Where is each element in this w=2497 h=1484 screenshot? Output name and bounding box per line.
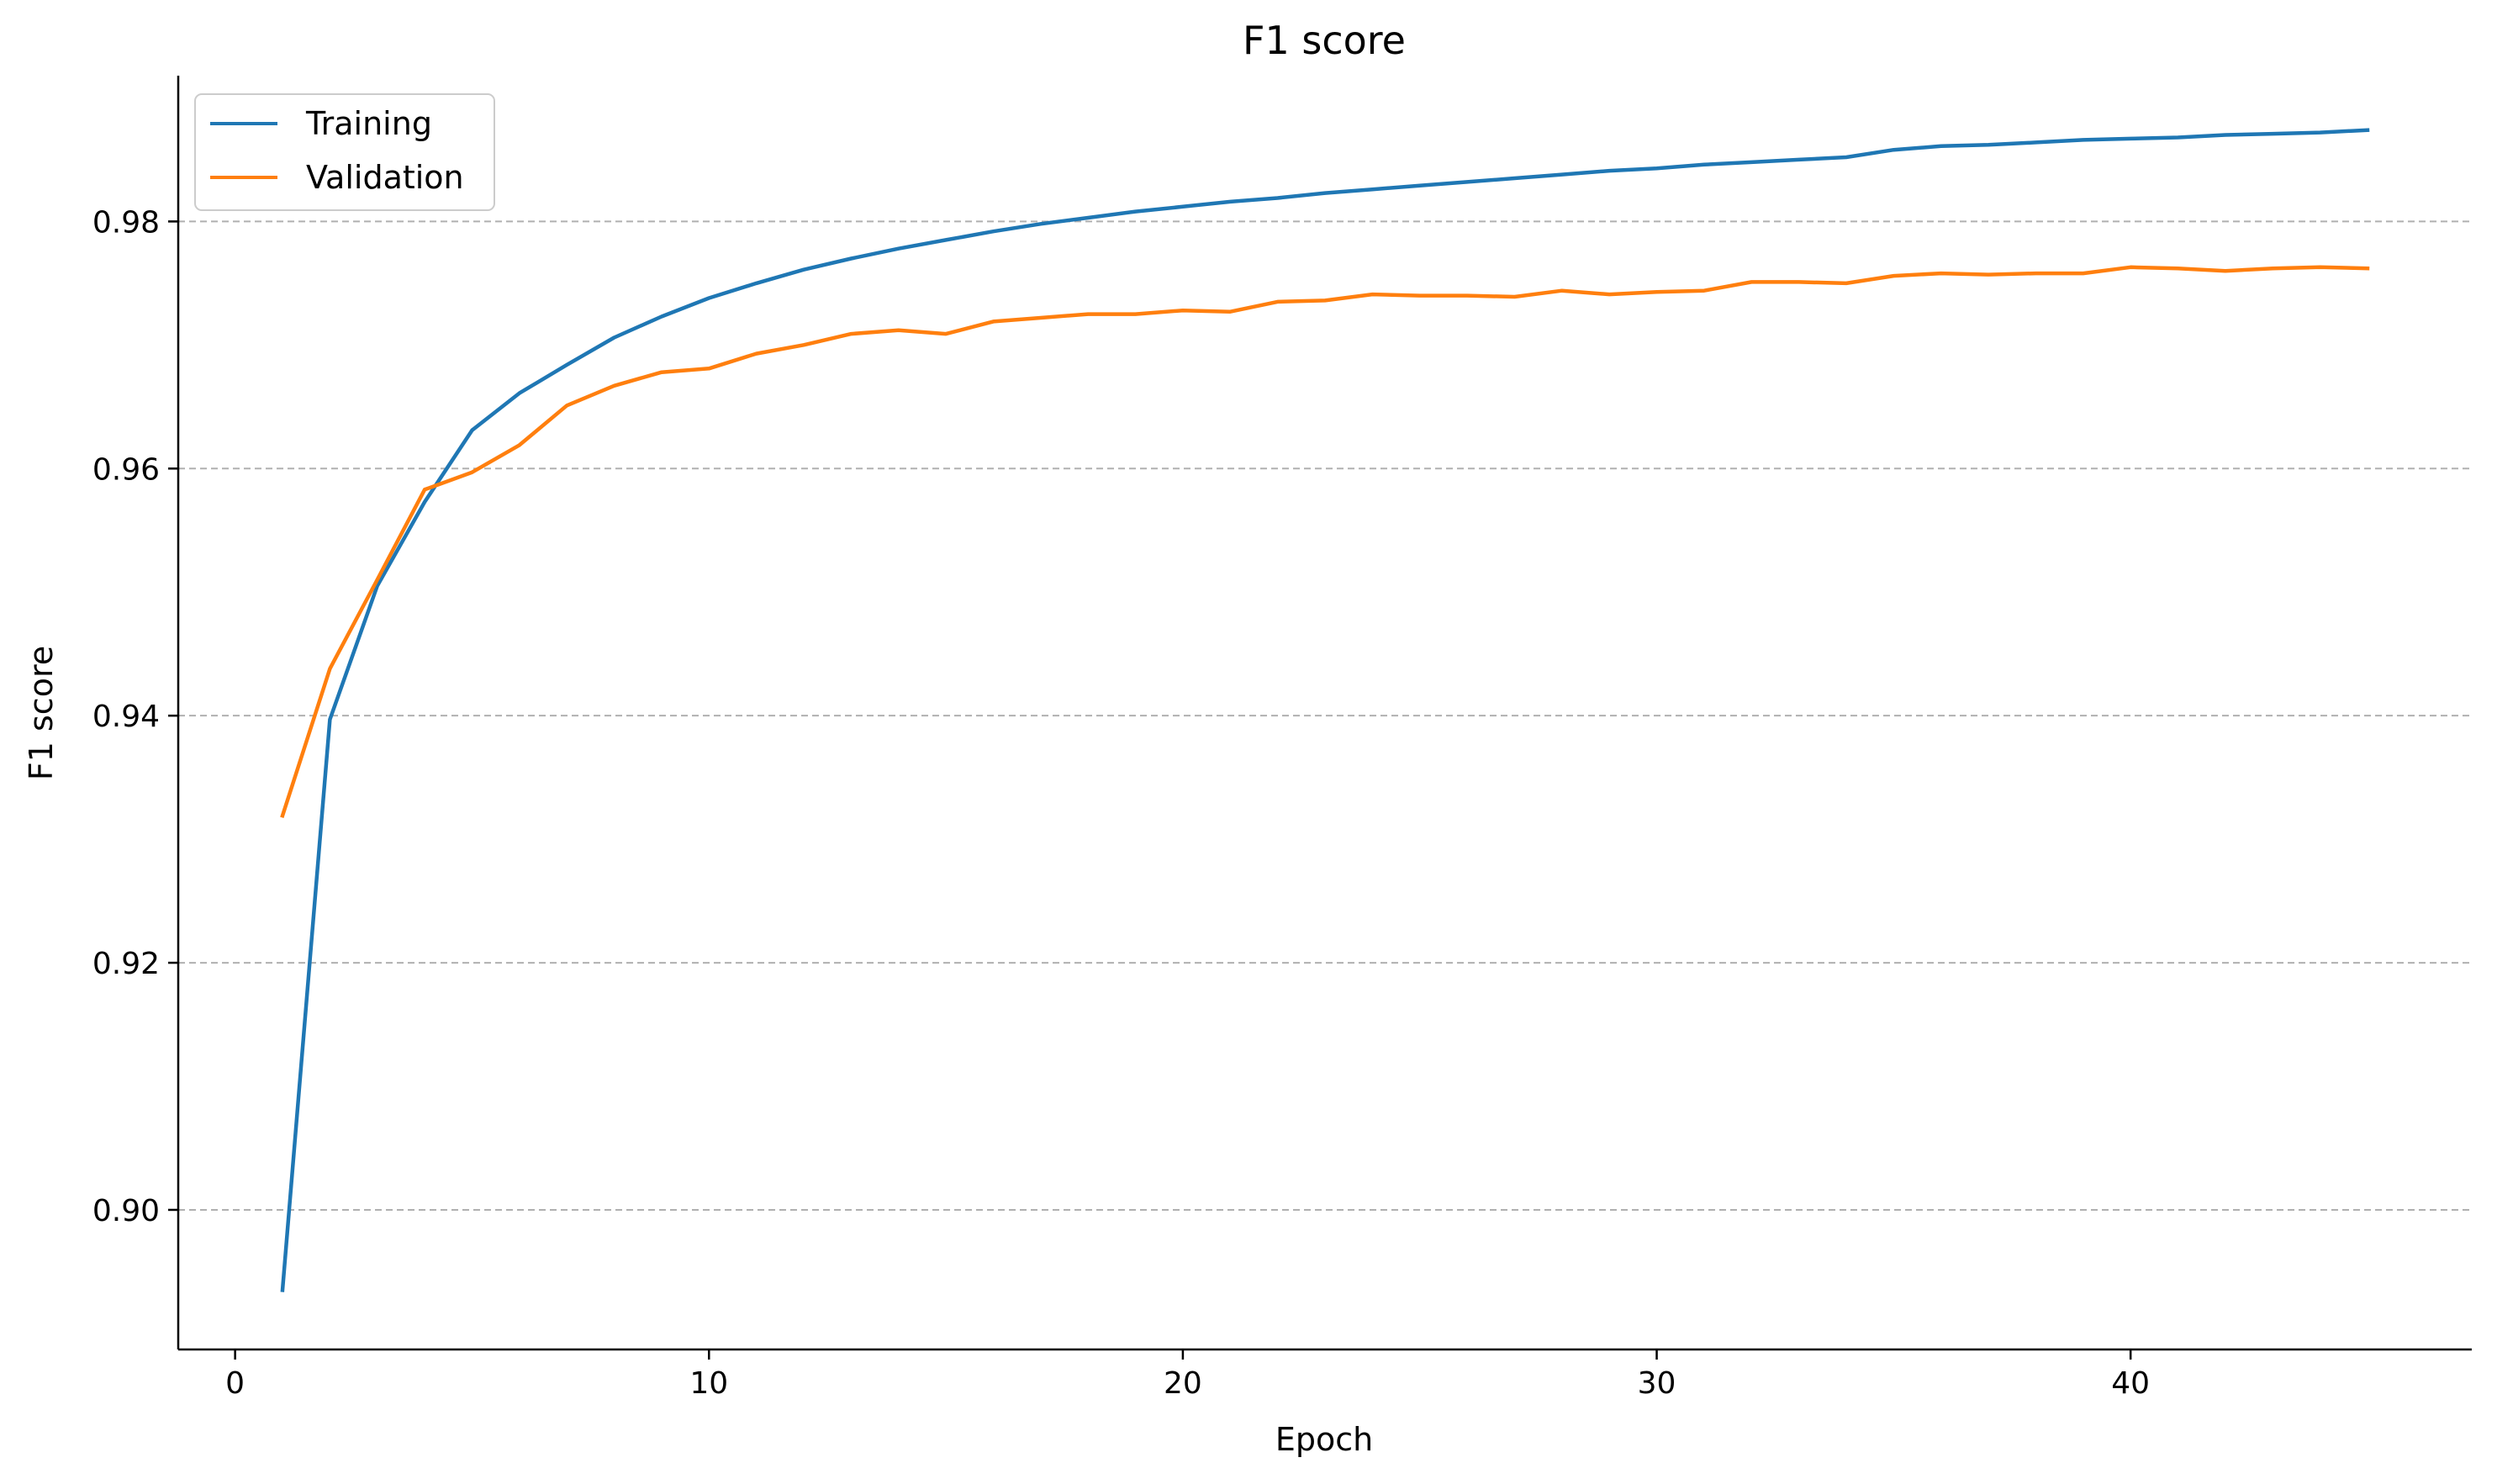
x-axis-ticks: 0 10 20 30 40 xyxy=(225,1349,2150,1401)
x-tick-label-1: 10 xyxy=(689,1366,728,1401)
x-tick-label-3: 30 xyxy=(1638,1366,1676,1401)
legend-label-training: Training xyxy=(305,105,432,142)
y-tick-label-1: 0.92 xyxy=(92,947,160,981)
y-axis-ticks: 0.90 0.92 0.94 0.96 0.98 xyxy=(92,205,178,1228)
axes xyxy=(177,76,2472,1351)
x-tick-label-0: 0 xyxy=(225,1366,245,1401)
series-lines xyxy=(280,128,2370,1292)
legend-label-validation: Validation xyxy=(306,159,464,196)
y-axis-label: F1 score xyxy=(23,646,60,780)
x-tick-label-4: 40 xyxy=(2111,1366,2150,1401)
y-tick-label-4: 0.98 xyxy=(92,205,160,240)
chart-title: F1 score xyxy=(1243,18,1406,63)
series-line-training xyxy=(280,128,2370,1292)
y-tick-label-2: 0.94 xyxy=(92,700,160,734)
series-line-validation xyxy=(280,265,2370,819)
x-tick-label-2: 20 xyxy=(1164,1366,1202,1401)
y-tick-label-3: 0.96 xyxy=(92,452,160,487)
x-axis-label: Epoch xyxy=(1275,1421,1373,1458)
legend: Training Validation xyxy=(194,93,495,211)
y-tick-label-0: 0.90 xyxy=(92,1194,160,1228)
